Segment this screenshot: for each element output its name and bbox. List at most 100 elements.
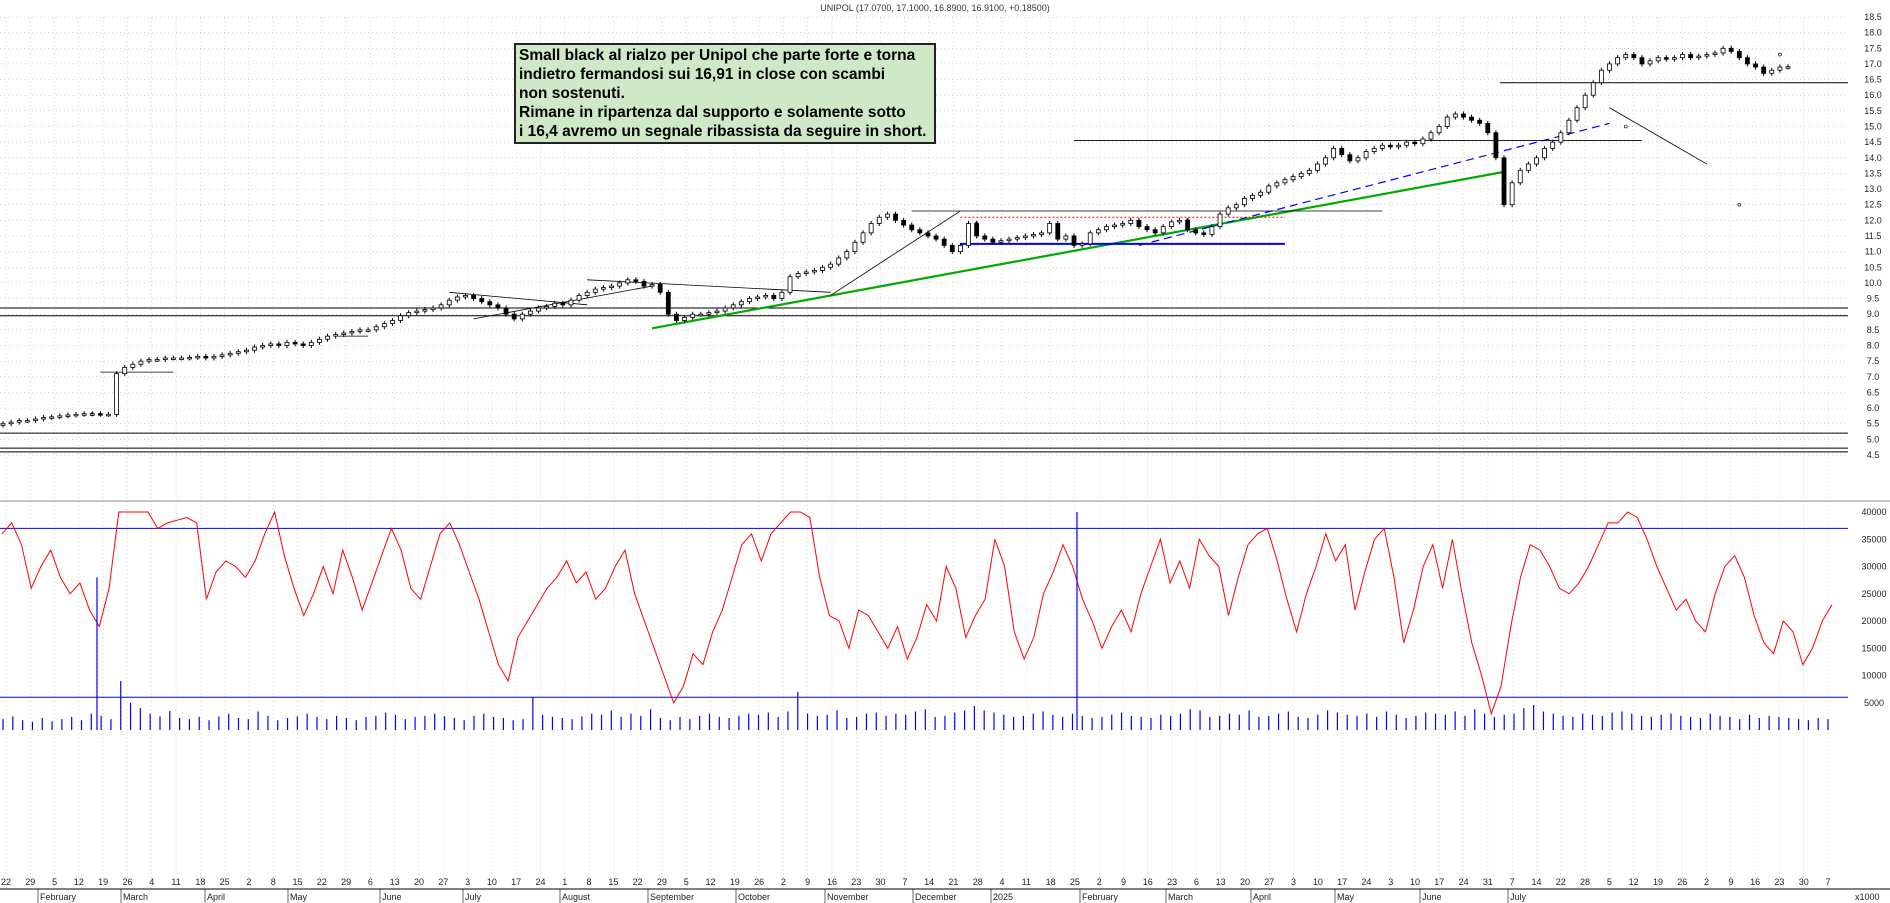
candle-body: [33, 418, 38, 421]
date-tick-label: 26: [1677, 877, 1687, 887]
candle-body: [1501, 157, 1507, 206]
candle-body: [584, 291, 590, 296]
candle-body: [341, 332, 347, 335]
candle-body: [1014, 237, 1020, 240]
price-tick-label: 11.0: [1865, 247, 1882, 257]
date-tick-label: 2: [1704, 877, 1709, 887]
candle-body: [674, 313, 679, 321]
candle-body: [349, 331, 355, 334]
date-tick-label: 27: [438, 877, 448, 887]
date-tick-label: 6: [1194, 877, 1199, 887]
candle-body: [1550, 141, 1556, 149]
resistance-trendline: [449, 291, 588, 306]
date-tick-label: 6: [368, 877, 373, 887]
date-tick-label: 17: [1434, 877, 1444, 887]
candle-body: [820, 266, 825, 271]
price-tick-label: 5.0: [1867, 434, 1880, 444]
price-tick-label: 12.0: [1864, 215, 1882, 225]
candle-body: [1696, 55, 1702, 59]
candle-body: [1590, 82, 1596, 96]
candle-body: [1769, 69, 1775, 74]
date-tick-label: 22: [317, 877, 327, 887]
candle-body: [406, 312, 412, 317]
candle-body: [146, 359, 152, 362]
candle-body: [8, 421, 14, 425]
candle-body: [536, 307, 541, 312]
price-tick-label: 17.0: [1864, 59, 1882, 69]
date-tick-label: 27: [1264, 877, 1274, 887]
candle-body: [560, 302, 566, 306]
candle-body: [317, 338, 322, 343]
candle-body: [884, 213, 890, 218]
candle-body: [1736, 51, 1742, 59]
note-line: Rimane in ripartenza dal supporto e sola…: [519, 104, 906, 121]
price-tick-label: 11.5: [1865, 231, 1882, 241]
price-tick-label: 18.0: [1864, 28, 1882, 38]
price-marker: [1623, 124, 1628, 129]
candle-body: [1525, 163, 1531, 171]
candle-body: [1663, 57, 1669, 60]
date-tick-label: 28: [973, 877, 983, 887]
date-tick-label: 7: [1510, 877, 1515, 887]
month-label: September: [650, 892, 694, 902]
date-tick-label: 29: [657, 877, 667, 887]
candle-body: [917, 229, 923, 234]
candle-body: [1509, 182, 1515, 206]
date-tick-label: 12: [1629, 877, 1639, 887]
candle-body: [325, 335, 330, 340]
candle-body: [1404, 141, 1410, 146]
month-label: February: [1082, 892, 1119, 902]
trendlines: [90, 52, 1782, 417]
month-label: June: [1422, 892, 1442, 902]
candle-body: [1753, 63, 1758, 68]
candle-body: [1461, 113, 1466, 118]
date-tick-label: 25: [1070, 877, 1080, 887]
candle-body: [1152, 229, 1158, 234]
date-tick-label: 22: [1556, 877, 1566, 887]
candle-body: [544, 305, 550, 309]
candle-body: [1095, 229, 1101, 234]
date-tick-label: 23: [1774, 877, 1784, 887]
candle-body: [479, 298, 485, 303]
candle-body: [1031, 234, 1036, 237]
month-label: February: [40, 892, 77, 902]
date-tick-label: 9: [1121, 877, 1126, 887]
candle-body: [1039, 232, 1044, 235]
price-tick-label: 15.0: [1864, 122, 1882, 132]
candle-body: [771, 295, 777, 299]
price-tick-label: 10.5: [1864, 262, 1882, 272]
candle-body: [73, 413, 79, 417]
candle-body: [1444, 116, 1450, 127]
month-label: July: [465, 892, 482, 902]
date-tick-label: 13: [390, 877, 400, 887]
date-tick-label: 24: [1459, 877, 1469, 887]
candle-body: [722, 307, 728, 312]
candle-body: [1469, 116, 1474, 121]
date-tick-label: 24: [1361, 877, 1371, 887]
candle-body: [601, 287, 606, 290]
date-tick-label: 29: [341, 877, 351, 887]
candle-body: [933, 235, 939, 240]
candle-body: [365, 329, 371, 332]
date-tick-label: 10: [1410, 877, 1420, 887]
candle-body: [949, 244, 955, 253]
candle-body: [252, 346, 257, 351]
price-tick-label: 13.0: [1864, 184, 1882, 194]
date-tick-label: 14: [1531, 877, 1541, 887]
channel-line: [830, 210, 961, 296]
candle-body: [1493, 132, 1499, 159]
candle-body: [1290, 176, 1296, 181]
month-label: May: [290, 892, 308, 902]
candle-body: [487, 301, 493, 306]
price-tick-label: 17.5: [1864, 43, 1882, 53]
price-tick-label: 14.0: [1864, 153, 1882, 163]
date-tick-label: 2: [781, 877, 786, 887]
date-tick-label: 26: [754, 877, 764, 887]
price-marker: [1737, 202, 1742, 207]
month-label: April: [1253, 892, 1271, 902]
month-label: December: [915, 892, 957, 902]
candle-body: [1574, 107, 1580, 121]
candle-body: [195, 356, 201, 359]
price-tick-label: 7.5: [1867, 356, 1880, 366]
oscillator-tick-label: 10000: [1861, 671, 1886, 681]
